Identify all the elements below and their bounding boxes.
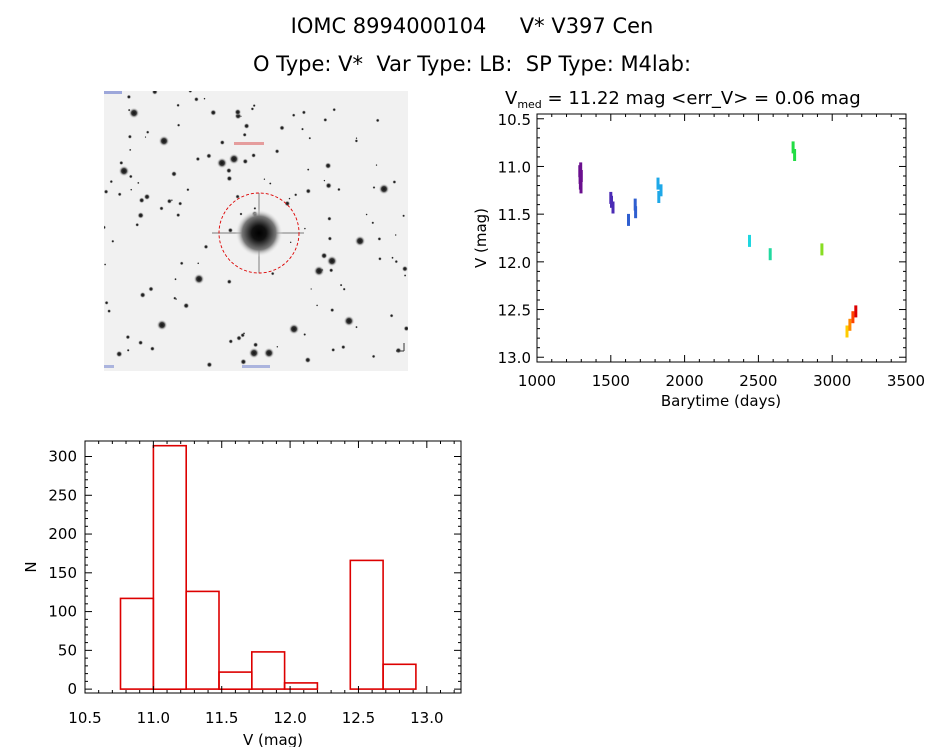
histogram-bar <box>218 671 253 690</box>
histogram-frame <box>84 440 462 694</box>
chart-title: IOMC 8994000104 V* V397 Cen <box>290 14 654 38</box>
light-curve-xtick-label: 1000 <box>518 372 556 390</box>
histogram-ytick-label: 50 <box>58 641 77 659</box>
light-curve-point <box>656 177 660 190</box>
light-curve-point <box>854 305 858 318</box>
light-curve-point <box>851 311 855 324</box>
light-curve-point <box>579 170 583 182</box>
histogram-ytick-label: 250 <box>48 486 77 504</box>
light-curve-point <box>627 213 630 226</box>
light-curve-xtick-label: 2000 <box>666 372 704 390</box>
light-curve-plot: Vmed = 11.22 mag <err_V> = 0.06 mag 1000… <box>472 88 925 410</box>
histogram-xtick-label: 10.5 <box>68 709 101 727</box>
histogram-xtick-label: 11.0 <box>137 709 170 727</box>
light-curve-point <box>579 162 583 175</box>
histogram-xtick-label: 12.0 <box>273 709 306 727</box>
light-curve-point <box>820 243 824 256</box>
light-curve-ytick-label: 13.0 <box>498 349 531 367</box>
histogram-xlabel: V (mag) <box>243 731 303 747</box>
histogram-bar <box>382 663 417 690</box>
light-curve-point <box>657 191 661 203</box>
light-curve-point <box>845 325 849 338</box>
object-type-line: O Type: V* Var Type: LB: SP Type: M4lab: <box>252 52 692 76</box>
light-curve-xtick-label: 3500 <box>887 372 925 390</box>
light-curve-frame <box>536 113 907 363</box>
light-curve-xtick-label: 3000 <box>813 372 851 390</box>
histogram-bar <box>152 444 187 691</box>
light-curve-point <box>659 184 663 197</box>
light-curve-ytick-label: 10.5 <box>498 111 531 129</box>
light-curve-point <box>791 141 795 154</box>
aperture-circle <box>218 192 300 274</box>
histogram-ytick-label: 200 <box>48 525 77 543</box>
histogram-bar <box>185 590 220 690</box>
histogram-ytick-label: 0 <box>67 680 77 698</box>
light-curve-xtick-label: 2500 <box>739 372 777 390</box>
histogram-xtick-label: 11.5 <box>205 709 238 727</box>
histogram-ytick-label: 100 <box>48 603 77 621</box>
light-curve-xtick-label: 1500 <box>592 372 630 390</box>
histogram-ytick-label: 300 <box>48 448 77 466</box>
histogram-bar <box>349 559 384 690</box>
histogram-bar <box>119 597 155 690</box>
histogram-bar <box>283 682 319 690</box>
histogram-xtick-label: 12.5 <box>342 709 375 727</box>
light-curve-point <box>848 318 852 331</box>
stats-label: Vmed = 11.22 mag <err_V> = 0.06 mag <box>505 88 861 111</box>
histogram-plot: 10.5 11.0 11.5 12.0 12.5 13.0 0 50 100 150 200 250… <box>22 440 462 747</box>
light-curve-xlabel: Barytime (days) <box>661 392 781 410</box>
light-curve-point <box>633 198 637 211</box>
histogram-ytick-label: 150 <box>48 564 77 582</box>
histogram-bar <box>251 651 286 690</box>
light-curve-point <box>634 206 638 219</box>
histogram-xtick-label: 13.0 <box>410 709 443 727</box>
light-curve-ytick-label: 12.5 <box>498 302 531 320</box>
light-curve-ytick-label: 12.0 <box>498 254 531 272</box>
light-curve-point <box>768 248 772 261</box>
light-curve-point <box>579 181 583 194</box>
light-curve-ytick-label: 11.0 <box>498 158 531 176</box>
histogram-ylabel: N <box>22 561 40 572</box>
light-curve-point <box>793 149 797 161</box>
light-curve-ylabel: V (mag) <box>472 208 490 268</box>
light-curve-point <box>748 234 751 247</box>
light-curve-ytick-label: 11.5 <box>498 206 531 224</box>
star-field-image <box>104 91 408 371</box>
light-curve-point <box>611 201 615 214</box>
